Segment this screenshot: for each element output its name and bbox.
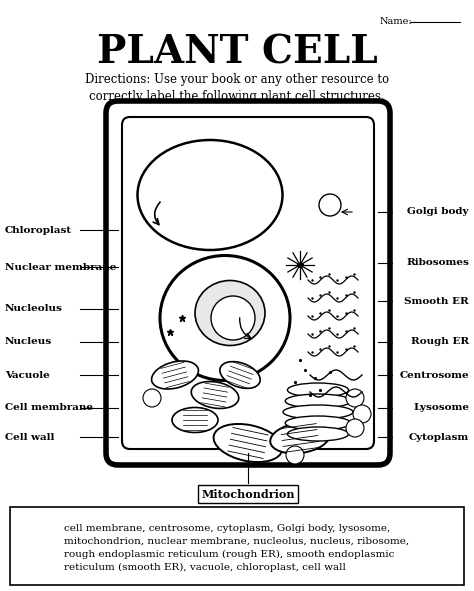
Text: Cytoplasm: Cytoplasm [409, 433, 469, 442]
Text: Name:: Name: [380, 18, 413, 27]
Text: Vacuole: Vacuole [5, 371, 50, 380]
Text: Mitochondrion: Mitochondrion [201, 489, 295, 499]
Text: Nuclear membrane: Nuclear membrane [5, 262, 117, 272]
Text: Rough ER: Rough ER [411, 337, 469, 346]
FancyBboxPatch shape [106, 101, 390, 465]
Text: Nucleolus: Nucleolus [5, 304, 63, 313]
Text: cell membrane, centrosome, cytoplasm, Golgi body, lysosome,
mitochondrion, nucle: cell membrane, centrosome, cytoplasm, Go… [64, 524, 410, 572]
Ellipse shape [270, 423, 330, 453]
Ellipse shape [152, 361, 199, 389]
Ellipse shape [214, 424, 283, 462]
Ellipse shape [160, 255, 290, 381]
Ellipse shape [191, 382, 239, 408]
Text: PLANT CELL: PLANT CELL [97, 33, 377, 71]
Ellipse shape [285, 394, 351, 408]
Ellipse shape [137, 140, 283, 250]
Ellipse shape [319, 194, 341, 216]
Text: Smooth ER: Smooth ER [404, 297, 469, 306]
Ellipse shape [287, 383, 348, 397]
Ellipse shape [283, 405, 353, 419]
Ellipse shape [287, 427, 348, 441]
Text: Golgi body: Golgi body [408, 207, 469, 216]
Text: Ribosomes: Ribosomes [406, 258, 469, 268]
Ellipse shape [195, 281, 265, 346]
Circle shape [211, 296, 255, 340]
Circle shape [143, 389, 161, 407]
Text: Chloroplast: Chloroplast [5, 226, 72, 235]
Text: Directions: Use your book or any other resource to
correctly label the following: Directions: Use your book or any other r… [85, 73, 389, 103]
Ellipse shape [285, 416, 351, 430]
Bar [10, 507, 464, 585]
Text: Cell wall: Cell wall [5, 433, 55, 442]
Text: Nucleus: Nucleus [5, 337, 52, 346]
Circle shape [353, 405, 371, 423]
Ellipse shape [220, 362, 260, 388]
Ellipse shape [172, 408, 218, 433]
Text: Cell membrane: Cell membrane [5, 403, 93, 413]
Circle shape [346, 419, 364, 437]
Text: Centrosome: Centrosome [400, 371, 469, 380]
Text: Lysosome: Lysosome [413, 403, 469, 413]
Circle shape [286, 446, 304, 464]
Circle shape [346, 389, 364, 407]
